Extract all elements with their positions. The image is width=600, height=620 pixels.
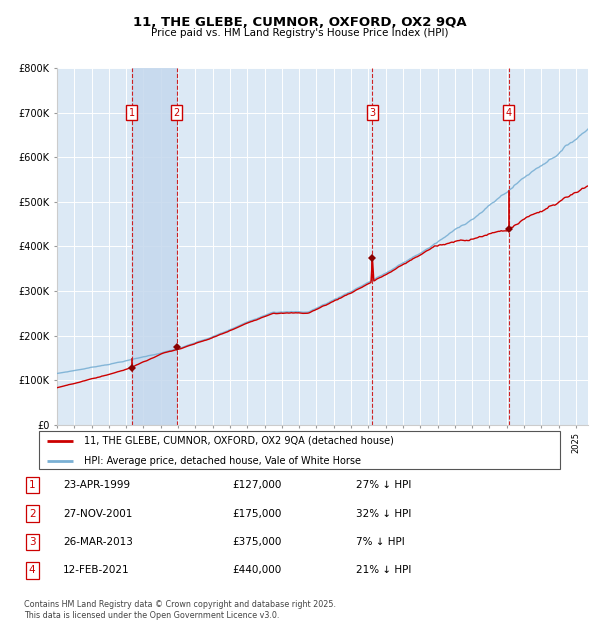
Text: 1: 1 <box>128 108 134 118</box>
Text: 27-NOV-2001: 27-NOV-2001 <box>63 508 133 518</box>
Text: 7% ↓ HPI: 7% ↓ HPI <box>356 537 405 547</box>
Text: £127,000: £127,000 <box>232 480 281 490</box>
Text: 32% ↓ HPI: 32% ↓ HPI <box>356 508 412 518</box>
Text: HPI: Average price, detached house, Vale of White Horse: HPI: Average price, detached house, Vale… <box>83 456 361 466</box>
Text: 4: 4 <box>29 565 35 575</box>
Text: 11, THE GLEBE, CUMNOR, OXFORD, OX2 9QA (detached house): 11, THE GLEBE, CUMNOR, OXFORD, OX2 9QA (… <box>83 436 394 446</box>
Text: 2: 2 <box>173 108 179 118</box>
Text: Contains HM Land Registry data © Crown copyright and database right 2025.
This d: Contains HM Land Registry data © Crown c… <box>24 600 336 619</box>
Bar <box>131 68 176 425</box>
Text: 11, THE GLEBE, CUMNOR, OXFORD, OX2 9QA: 11, THE GLEBE, CUMNOR, OXFORD, OX2 9QA <box>133 16 467 29</box>
Text: 21% ↓ HPI: 21% ↓ HPI <box>356 565 412 575</box>
Text: £375,000: £375,000 <box>232 537 281 547</box>
Text: £175,000: £175,000 <box>232 508 281 518</box>
FancyBboxPatch shape <box>38 431 560 469</box>
Text: 12-FEB-2021: 12-FEB-2021 <box>63 565 130 575</box>
Text: 26-MAR-2013: 26-MAR-2013 <box>63 537 133 547</box>
Text: 3: 3 <box>29 537 35 547</box>
Text: 2: 2 <box>29 508 35 518</box>
Text: 23-APR-1999: 23-APR-1999 <box>63 480 130 490</box>
Text: Price paid vs. HM Land Registry's House Price Index (HPI): Price paid vs. HM Land Registry's House … <box>151 28 449 38</box>
Text: 27% ↓ HPI: 27% ↓ HPI <box>356 480 412 490</box>
Text: £440,000: £440,000 <box>232 565 281 575</box>
Text: 1: 1 <box>29 480 35 490</box>
Text: 3: 3 <box>369 108 376 118</box>
Text: 4: 4 <box>506 108 512 118</box>
